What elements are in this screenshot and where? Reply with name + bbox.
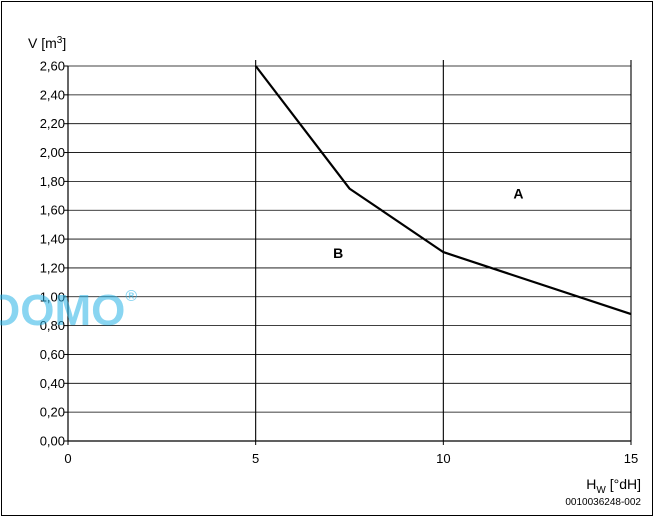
- y-tick-label: 0,60: [40, 347, 65, 362]
- y-tick-label: 0,00: [40, 434, 65, 449]
- x-tick-label: 15: [624, 451, 638, 466]
- x-tick-label: 10: [436, 451, 450, 466]
- x-axis-title: HW [°dH]: [586, 476, 641, 496]
- y-tick-label: 0,20: [40, 405, 65, 420]
- y-axis-title-main: V [m: [28, 35, 57, 51]
- watermark-text: OOMO: [0, 286, 125, 335]
- document-id: 0010036248-002: [565, 497, 641, 508]
- y-tick-labels: 0,00 0,20 0,40 0,60 0,80 1,00 1,20 1,40 1,60 1,80…: [40, 59, 65, 449]
- y-tick-label: 1,80: [40, 174, 65, 189]
- series-layer: [254, 65, 632, 316]
- x-tick-labels: 0 5 10 15: [64, 451, 638, 466]
- y-tick-label: 2,20: [40, 116, 65, 131]
- y-tick-label: 0,40: [40, 376, 65, 391]
- annotations: AB: [333, 186, 523, 261]
- y-tick-label: 2,00: [40, 145, 65, 160]
- x-tick-label: 0: [64, 451, 71, 466]
- x-tick-label: 5: [252, 451, 259, 466]
- y-tick-label: 1,00: [40, 289, 65, 304]
- y-tick-label: 2,40: [40, 87, 65, 102]
- x-axis-title-main: H: [586, 476, 596, 492]
- axes: [64, 65, 632, 445]
- watermark-symbol: ®: [125, 288, 137, 305]
- region-label: A: [513, 186, 523, 202]
- y-axis-title-end: ]: [62, 35, 66, 51]
- series-line: [254, 65, 632, 316]
- y-tick-label: 1,60: [40, 203, 65, 218]
- watermark-logo: OOMO®: [0, 286, 137, 335]
- y-axis-title: V [m3]: [28, 35, 66, 51]
- y-tick-label: 1,40: [40, 232, 65, 247]
- x-axis-title-sub: W: [596, 485, 606, 496]
- y-tick-label: 0,80: [40, 318, 65, 333]
- region-label: B: [333, 245, 343, 261]
- grid-lines: [68, 60, 632, 442]
- y-axis-title-sup: 3: [57, 35, 63, 46]
- x-axis-title-unit: [°dH]: [606, 476, 641, 492]
- y-tick-label: 2,60: [40, 59, 65, 74]
- y-tick-label: 1,20: [40, 260, 65, 275]
